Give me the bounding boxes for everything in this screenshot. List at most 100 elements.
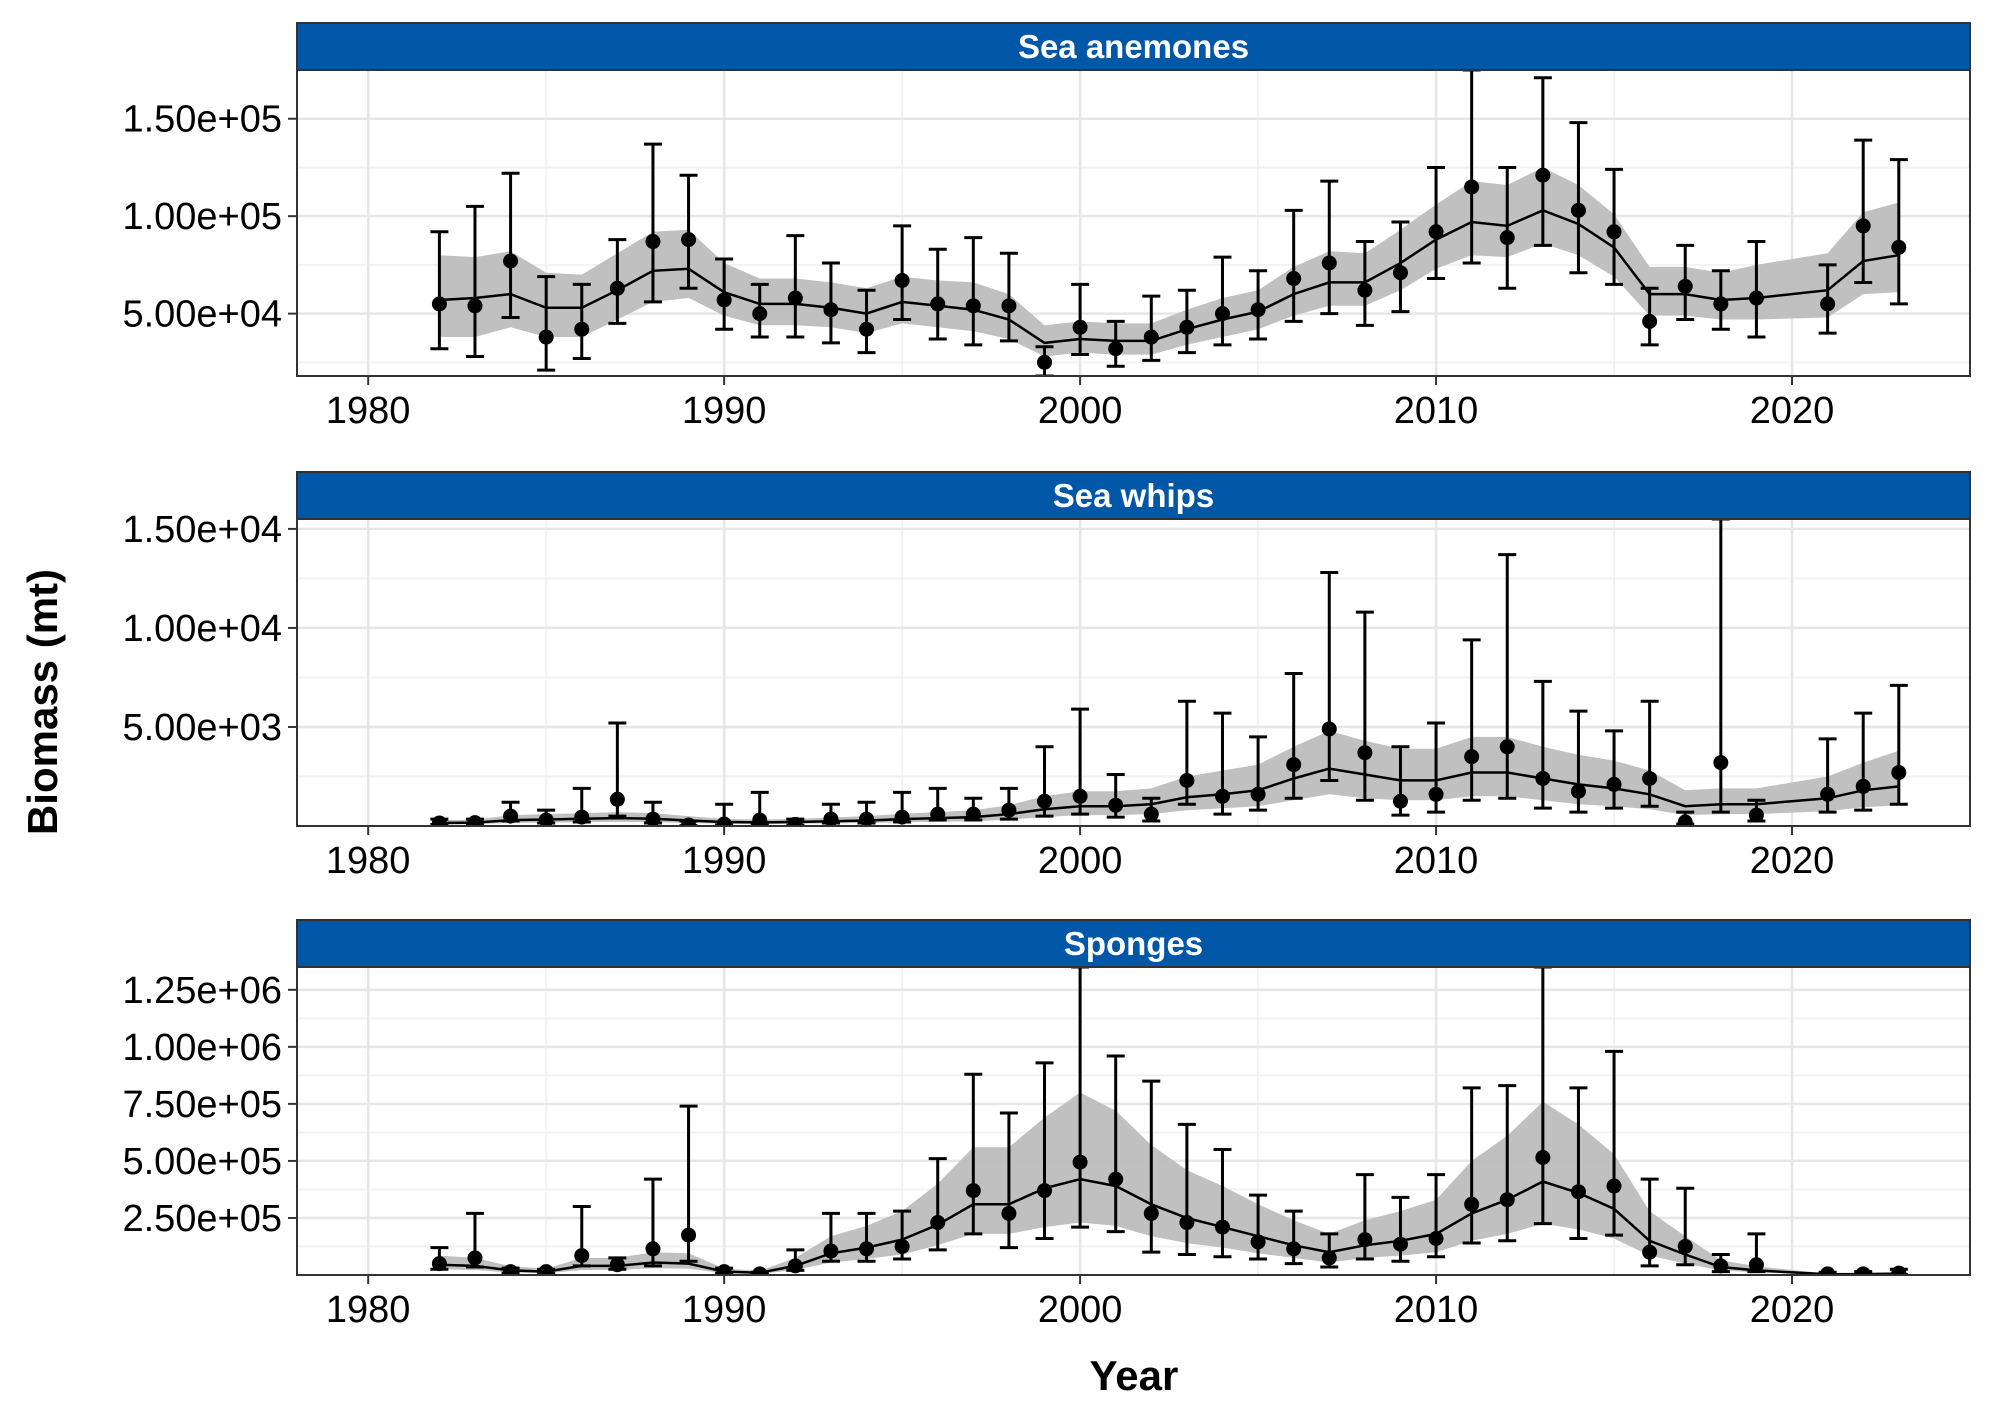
data-point (1250, 302, 1266, 318)
data-point (1286, 271, 1302, 287)
y-tick-label: 5.00e+05 (122, 1141, 282, 1183)
data-point (1286, 1241, 1302, 1257)
panel-1: Sea whips 5.00e+03 1.00e+04 1.50e+04 1980 199… (122, 471, 1971, 882)
data-point (1250, 1234, 1266, 1250)
data-point (467, 298, 483, 314)
data-point (859, 1241, 875, 1257)
data-point (1357, 282, 1373, 298)
data-point (681, 817, 697, 826)
data-point (1143, 329, 1159, 345)
error-bar (1355, 610, 1374, 802)
y-tick-label: 2.50e+05 (122, 1198, 282, 1240)
data-point (1606, 224, 1622, 240)
y-axis-title: Biomass (mt) (19, 569, 66, 835)
data-point (1713, 755, 1729, 771)
data-point (716, 1264, 732, 1275)
data-point (823, 302, 839, 318)
data-point (1606, 776, 1622, 792)
data-point (1072, 1154, 1088, 1170)
data-point (431, 1256, 447, 1272)
data-point (1499, 739, 1515, 755)
fit-ribbon (439, 167, 1899, 357)
data-point (1392, 793, 1408, 809)
error-bar (1284, 208, 1303, 323)
data-point (965, 1183, 981, 1199)
data-point (859, 321, 875, 337)
data-point (1037, 793, 1053, 809)
error-bar (964, 1072, 983, 1236)
data-point (1535, 1150, 1551, 1166)
data-point (1214, 788, 1230, 804)
x-tick-label: 2010 (1394, 840, 1479, 882)
data-point (1001, 298, 1017, 314)
error-bar (928, 1157, 947, 1252)
data-point (1499, 1192, 1515, 1208)
error-bar (857, 288, 876, 355)
error-bar (1213, 1148, 1232, 1259)
x-tick-label: 2020 (1750, 840, 1835, 882)
error-bar (679, 173, 698, 290)
data-point (1321, 1250, 1337, 1266)
facet-strip-label: Sponges (1064, 925, 1203, 962)
data-point (1677, 1238, 1693, 1254)
x-tick-label: 1980 (326, 1289, 411, 1331)
data-point (1072, 319, 1088, 335)
error-bar (1854, 711, 1873, 812)
error-bar (537, 275, 556, 372)
panel-border (296, 518, 1971, 827)
data-point (1499, 230, 1515, 246)
error-bar (893, 224, 912, 321)
data-point (1677, 278, 1693, 294)
data-point (503, 253, 519, 269)
data-point (716, 292, 732, 308)
error-bar (1462, 1086, 1481, 1245)
error-bar (1035, 1061, 1054, 1240)
x-tick-label: 1990 (682, 390, 767, 432)
facet-strip (296, 22, 1971, 71)
x-tick-label: 2000 (1038, 1289, 1123, 1331)
data-point (1214, 1219, 1230, 1235)
panel-data (430, 519, 1908, 826)
y-tick-label: 5.00e+04 (122, 294, 282, 336)
data-point (431, 815, 447, 826)
x-tick-label: 1980 (326, 390, 411, 432)
error-bar (1569, 121, 1588, 275)
data-point (1713, 1258, 1729, 1274)
error-bar (1284, 671, 1303, 800)
data-point (1570, 202, 1586, 218)
data-point (574, 321, 590, 337)
data-point (1179, 319, 1195, 335)
error-bar (1071, 282, 1090, 357)
data-point (823, 1243, 839, 1259)
data-point (1855, 778, 1871, 794)
error-bar (1498, 553, 1517, 800)
error-bar (1177, 1122, 1196, 1256)
error-bar (1498, 1084, 1517, 1243)
x-tick-label: 1980 (326, 840, 411, 882)
panels: Sea anemones 5.00e+04 1.00e+05 1.50e+05 1980… (122, 22, 1971, 1331)
data-point (1286, 757, 1302, 773)
data-point (787, 1258, 803, 1274)
data-point (467, 1250, 483, 1266)
data-point (1891, 765, 1907, 781)
error-bar (999, 1111, 1018, 1250)
y-tick-label: 1.00e+05 (122, 196, 282, 238)
error-bar (1071, 967, 1090, 1229)
x-tick-label: 2020 (1750, 1289, 1835, 1331)
error-bar (964, 236, 983, 347)
data-point (1642, 313, 1658, 329)
error-bar (1320, 570, 1339, 782)
x-tick-label: 2010 (1394, 390, 1479, 432)
data-point (1179, 1215, 1195, 1231)
data-point (1001, 1205, 1017, 1221)
facet-strip (296, 919, 1971, 968)
data-point (1214, 306, 1230, 322)
x-tick-label: 1990 (682, 840, 767, 882)
data-point (1748, 1257, 1764, 1273)
data-point (930, 1215, 946, 1231)
data-point (1642, 1244, 1658, 1260)
data-point (574, 1248, 590, 1264)
data-point (1855, 218, 1871, 234)
data-point (1428, 1230, 1444, 1246)
data-point (1072, 788, 1088, 804)
